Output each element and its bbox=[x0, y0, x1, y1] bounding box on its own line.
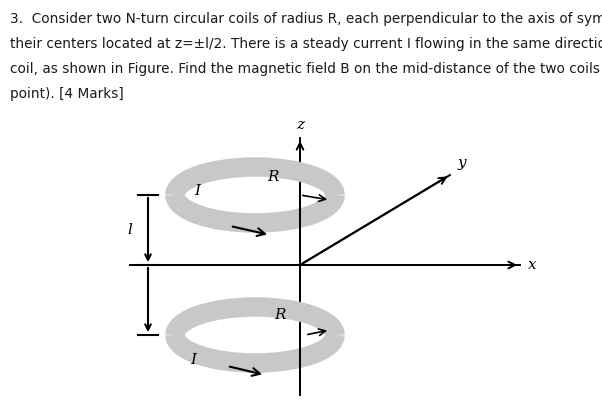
Text: I: I bbox=[194, 184, 200, 198]
Text: y: y bbox=[458, 156, 467, 170]
Text: 3.  Consider two N-turn circular coils of radius R, each perpendicular to the ax: 3. Consider two N-turn circular coils of… bbox=[10, 12, 602, 26]
Text: R: R bbox=[275, 308, 286, 322]
Text: R: R bbox=[267, 170, 279, 184]
Text: x: x bbox=[528, 258, 536, 272]
Text: I: I bbox=[190, 353, 196, 367]
Text: z: z bbox=[296, 118, 304, 132]
Text: l: l bbox=[127, 223, 132, 237]
Text: their centers located at z=±l/2. There is a steady current I flowing in the same: their centers located at z=±l/2. There i… bbox=[10, 37, 602, 51]
Text: coil, as shown in Figure. Find the magnetic field B on the mid-distance of the t: coil, as shown in Figure. Find the magne… bbox=[10, 62, 602, 76]
Text: point). [4 Marks]: point). [4 Marks] bbox=[10, 87, 124, 101]
